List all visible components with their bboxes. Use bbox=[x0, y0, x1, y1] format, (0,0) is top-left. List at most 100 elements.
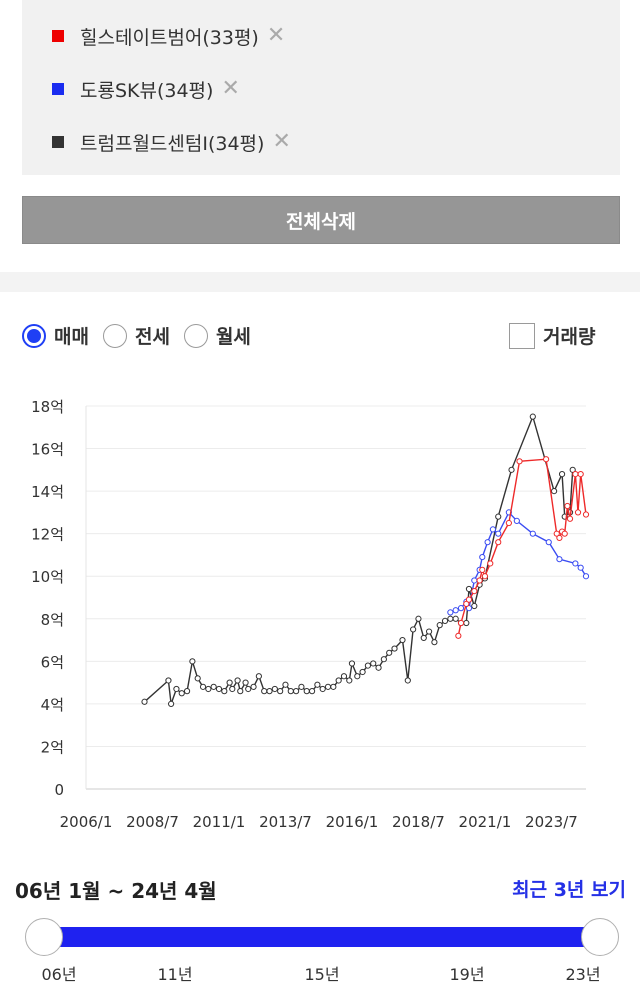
radio-button[interactable] bbox=[183, 323, 208, 348]
data-point bbox=[380, 656, 387, 663]
checkbox[interactable] bbox=[509, 322, 535, 349]
data-point bbox=[410, 626, 417, 633]
y-tick-label: 6억 bbox=[41, 653, 64, 671]
data-point bbox=[375, 664, 382, 671]
data-point bbox=[255, 673, 262, 680]
delete-all-button[interactable]: 전체삭제 bbox=[22, 196, 620, 244]
data-point bbox=[335, 677, 342, 684]
radio-button[interactable] bbox=[102, 323, 127, 348]
data-point bbox=[457, 605, 465, 612]
data-point bbox=[558, 470, 566, 478]
data-point bbox=[415, 615, 422, 622]
y-tick-label: 8억 bbox=[41, 611, 64, 629]
legend-item: 도룡SK뷰(34평) ✕ bbox=[52, 74, 240, 104]
data-point bbox=[471, 577, 478, 584]
data-point bbox=[471, 588, 478, 595]
data-point bbox=[261, 688, 268, 695]
data-point bbox=[293, 688, 300, 695]
data-point bbox=[242, 679, 249, 686]
data-point bbox=[141, 698, 148, 705]
series-color-swatch bbox=[52, 30, 64, 42]
data-point bbox=[425, 628, 433, 635]
data-point bbox=[452, 607, 459, 614]
x-tick-label: 2018/7 bbox=[392, 813, 445, 831]
data-point bbox=[447, 609, 454, 616]
data-point bbox=[348, 660, 356, 667]
data-point bbox=[391, 645, 398, 652]
data-point bbox=[282, 681, 289, 688]
data-point bbox=[447, 615, 454, 622]
data-point bbox=[465, 596, 473, 603]
data-point bbox=[516, 458, 523, 465]
data-point bbox=[550, 488, 558, 495]
radio-sale[interactable]: 매매 bbox=[22, 322, 89, 349]
radio-monthly-rent[interactable]: 월세 bbox=[183, 322, 251, 349]
x-tick-label: 2021/1 bbox=[459, 813, 512, 831]
data-point bbox=[189, 658, 196, 665]
x-tick-label: 2011/1 bbox=[193, 813, 246, 831]
volume-toggle-label: 거래량 bbox=[543, 326, 596, 348]
volume-toggle[interactable]: 거래량 bbox=[509, 322, 595, 349]
radio-label: 월세 bbox=[215, 326, 251, 348]
data-point bbox=[561, 530, 568, 537]
slider-tick-label: 06년 bbox=[41, 965, 77, 984]
data-point bbox=[577, 470, 584, 478]
data-point bbox=[556, 556, 563, 563]
data-point bbox=[277, 688, 284, 695]
data-point bbox=[572, 560, 579, 567]
series-line bbox=[144, 414, 574, 705]
slider-start-handle[interactable] bbox=[25, 918, 63, 956]
period-slider-track[interactable] bbox=[44, 927, 600, 947]
data-point bbox=[479, 553, 486, 561]
period-label: 06년 1월 ~ 24년 4월 bbox=[15, 879, 217, 903]
legend-item: 힐스테이트범어(33평) ✕ bbox=[52, 21, 285, 51]
data-point bbox=[221, 688, 228, 695]
data-point bbox=[308, 688, 316, 695]
data-point bbox=[452, 615, 459, 622]
radio-jeonse[interactable]: 전세 bbox=[102, 322, 170, 349]
data-point bbox=[340, 673, 348, 680]
close-icon[interactable]: ✕ bbox=[221, 76, 240, 101]
close-icon[interactable]: ✕ bbox=[266, 23, 286, 48]
data-point bbox=[479, 566, 486, 573]
data-point bbox=[298, 683, 305, 690]
data-point bbox=[582, 573, 590, 580]
data-point bbox=[168, 700, 175, 707]
y-tick-label: 18억 bbox=[31, 398, 64, 416]
data-point bbox=[229, 685, 236, 693]
data-point bbox=[303, 688, 310, 695]
data-point bbox=[205, 685, 212, 693]
data-point bbox=[165, 677, 172, 684]
close-icon[interactable]: ✕ bbox=[272, 129, 291, 154]
data-point bbox=[370, 660, 377, 667]
data-point bbox=[431, 639, 438, 646]
data-point bbox=[455, 632, 462, 639]
y-tick-label: 12억 bbox=[31, 526, 64, 544]
data-point bbox=[484, 539, 491, 546]
data-point bbox=[553, 530, 560, 537]
y-tick-label: 4억 bbox=[41, 696, 64, 714]
x-tick-label: 2013/7 bbox=[259, 813, 312, 831]
data-point bbox=[266, 688, 273, 695]
data-point bbox=[574, 509, 582, 516]
series-color-swatch bbox=[52, 83, 64, 95]
series-color-swatch bbox=[52, 136, 64, 148]
data-point bbox=[364, 662, 372, 669]
data-point bbox=[441, 617, 449, 625]
data-point bbox=[314, 681, 321, 688]
y-tick-label: 16억 bbox=[31, 441, 64, 459]
data-point bbox=[250, 683, 257, 690]
legend-item-label: 도룡SK뷰(34평) bbox=[80, 79, 214, 102]
legend-item-label: 힐스테이트범어(33평) bbox=[80, 26, 259, 49]
data-point bbox=[577, 564, 584, 571]
slider-end-handle[interactable] bbox=[581, 918, 619, 956]
data-point bbox=[194, 675, 201, 682]
data-point bbox=[237, 688, 244, 695]
data-point bbox=[324, 683, 332, 690]
x-tick-label: 2006/1 bbox=[60, 813, 113, 831]
radio-button-selected[interactable] bbox=[22, 323, 46, 348]
recent-3-years-link[interactable]: 최근 3년 보기 bbox=[512, 879, 626, 901]
series-line bbox=[457, 458, 587, 636]
legend-item-label: 트럼프월드센텀I(34평) bbox=[80, 132, 265, 155]
x-tick-label: 2016/1 bbox=[326, 813, 379, 831]
